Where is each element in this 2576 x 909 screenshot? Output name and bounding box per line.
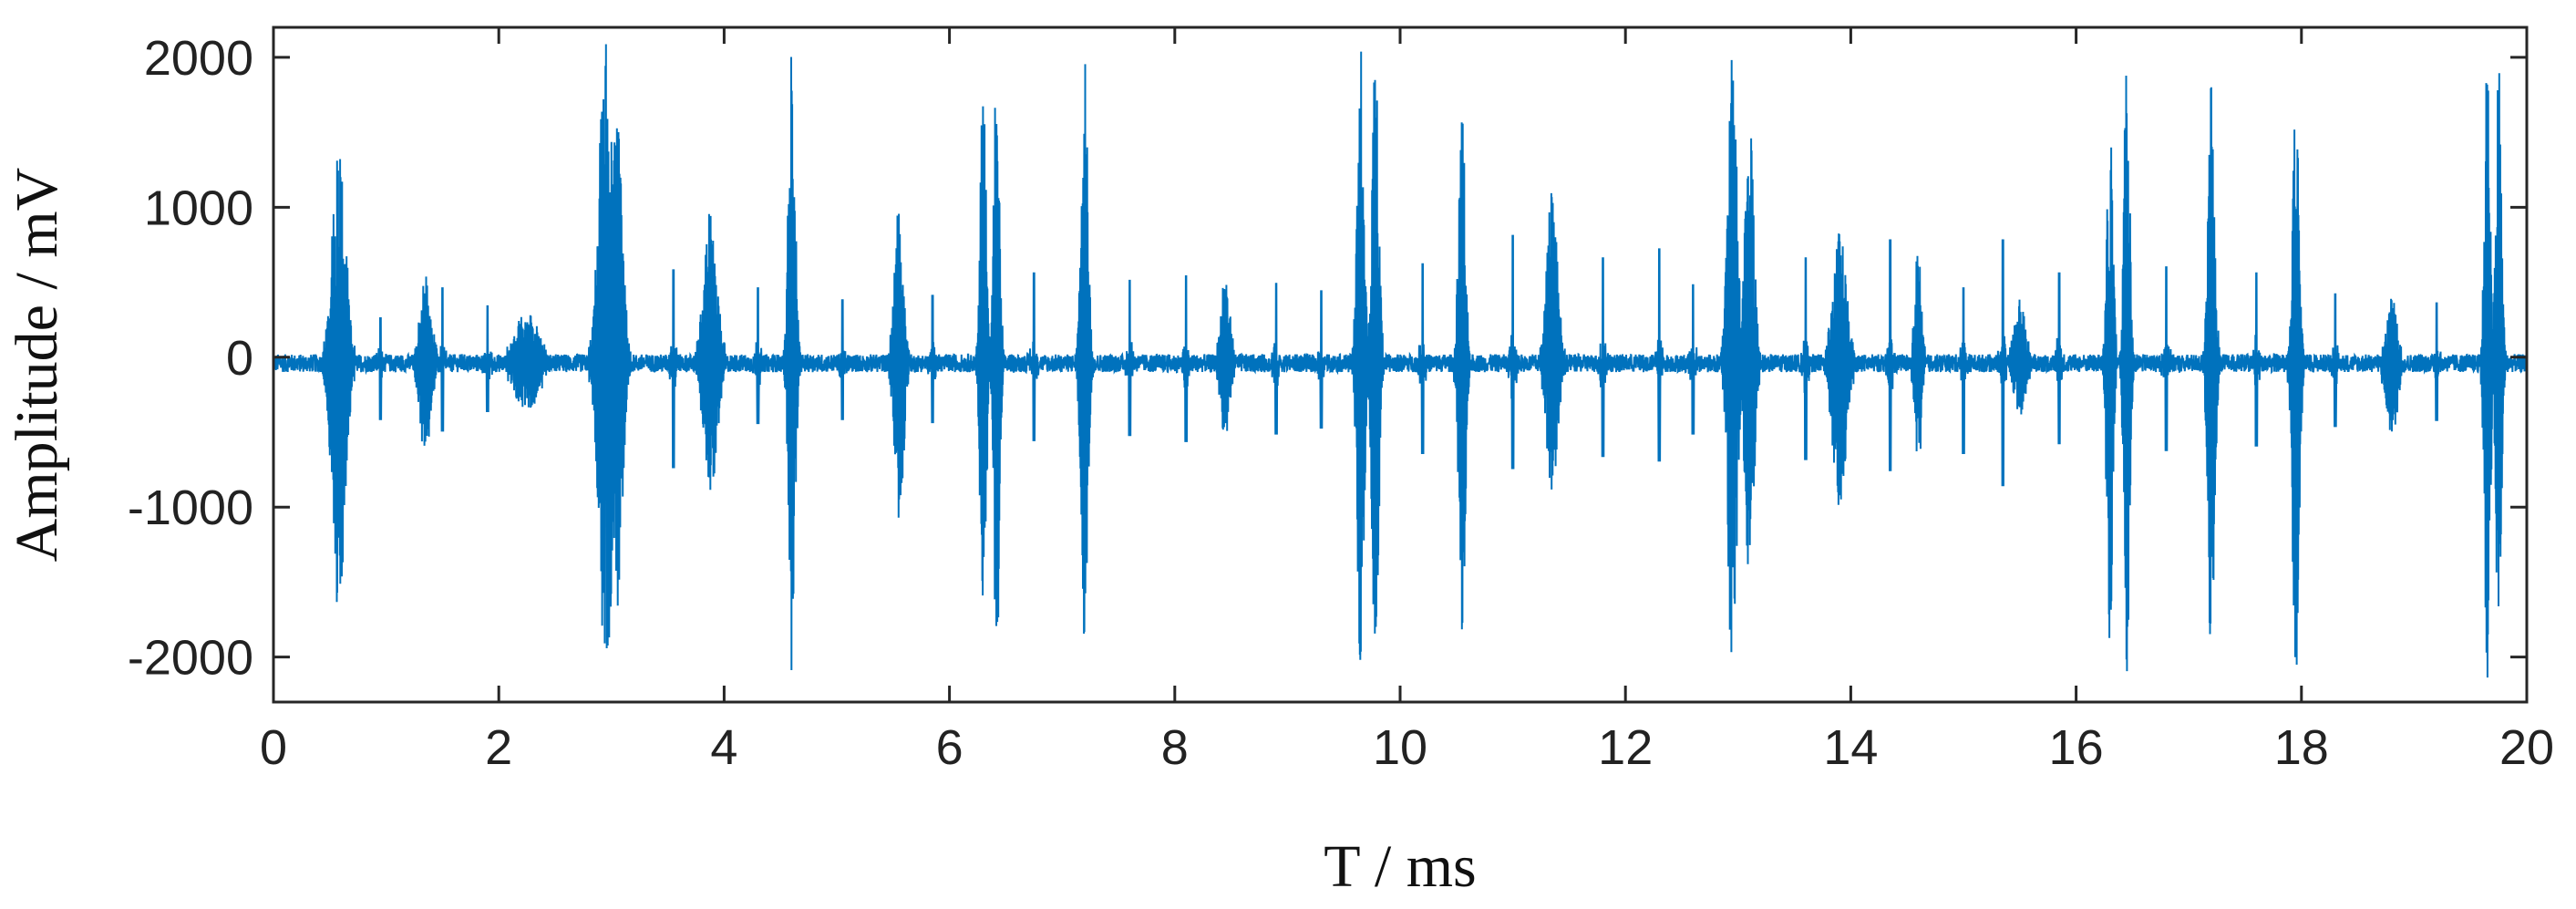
- signal-series-line: [273, 44, 2528, 678]
- x-axis-title: T / ms: [1324, 833, 1476, 900]
- x-tick-label: 4: [710, 720, 737, 775]
- x-tick-label: 2: [485, 720, 512, 775]
- x-tick-label: 18: [2274, 720, 2329, 775]
- y-tick-label: -1000: [128, 480, 253, 535]
- x-tick-label: 16: [2049, 720, 2104, 775]
- x-tick-label: 20: [2499, 720, 2554, 775]
- x-tick-label: 12: [1598, 720, 1653, 775]
- signal-trace-layer: [273, 44, 2528, 678]
- y-axis-title: Amplitude / mV: [4, 168, 70, 563]
- x-axis-ticks: 0 2 4 6 8 10 12 14 16 18 20: [260, 27, 2554, 775]
- x-tick-label: 0: [260, 720, 287, 775]
- y-tick-label: 0: [226, 331, 253, 386]
- x-tick-label: 10: [1373, 720, 1427, 775]
- x-tick-label: 6: [936, 720, 963, 775]
- y-tick-label: 1000: [144, 181, 253, 235]
- y-tick-label: -2000: [128, 631, 253, 686]
- y-tick-label: 2000: [144, 31, 253, 86]
- x-tick-label: 8: [1161, 720, 1189, 775]
- y-axis-ticks: -2000 -1000 0 1000 2000: [128, 31, 2527, 686]
- x-tick-label: 14: [1823, 720, 1878, 775]
